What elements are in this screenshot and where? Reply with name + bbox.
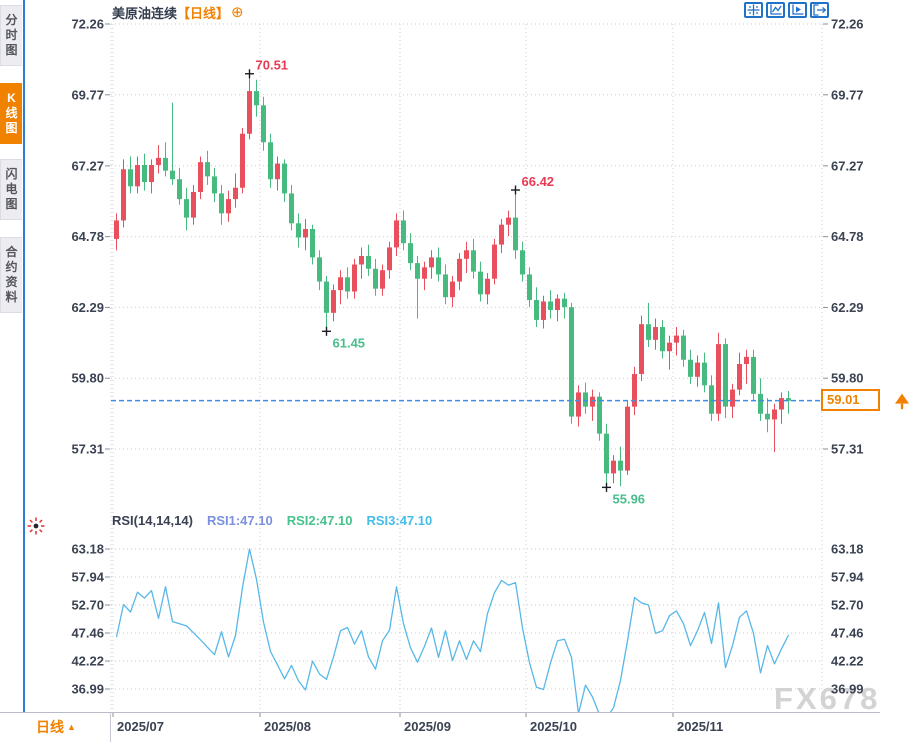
rsi2-value-label: RSI2:47.10 [286, 513, 353, 528]
sidebar-tab-lightning-chart[interactable]: 闪电图 [0, 159, 22, 220]
x-axis-label: 2025/09 [404, 719, 451, 734]
rsi-line [115, 548, 790, 713]
x-axis-label: 2025/07 [117, 719, 164, 734]
price-axis-label: 57.31 [831, 442, 864, 457]
period-selector-text: 日线 [36, 719, 64, 735]
x-axis-label: 2025/08 [264, 719, 311, 734]
sidebar-tab-contract-info[interactable]: 合约资料 [0, 237, 22, 313]
fx678-watermark: FX678 [774, 681, 881, 716]
price-axis-label: 67.27 [831, 158, 864, 173]
rsi-axis-label: 42.22 [71, 654, 104, 669]
period-tag: 【日线】 [177, 6, 230, 21]
rsi-axis-label: 57.94 [71, 570, 104, 585]
x-axis-line [0, 712, 880, 713]
period-box-divider [110, 712, 111, 742]
price-axis-label: 64.78 [71, 229, 104, 244]
rsi-axis-label: 36.99 [831, 682, 864, 697]
candlestick-series [114, 73, 791, 488]
price-axis-label: 67.27 [71, 158, 104, 173]
price-axis-label: 64.78 [831, 229, 864, 244]
indicator-settings-icon[interactable] [26, 516, 46, 541]
rsi3-value-label: RSI3:47.10 [366, 513, 433, 528]
rsi-axis-label: 36.99 [71, 682, 104, 697]
price-annotations: 70.51 61.45 66.42 55.96 [245, 58, 646, 506]
rsi-params-label: RSI(14,14,14) [112, 513, 193, 528]
last-price-badge: 59.01 [821, 389, 880, 411]
annotation-label: 66.42 [522, 174, 555, 189]
rsi-axis-label: 63.18 [831, 542, 864, 557]
chart-scale-icon[interactable] [766, 2, 785, 18]
rsi-axis-label: 47.46 [71, 626, 104, 641]
period-selector[interactable]: 日线 ▲ [36, 717, 76, 737]
rsi-axis-label: 52.70 [71, 598, 104, 613]
price-axis-label: 72.26 [71, 17, 104, 32]
rsi-axis-label: 52.70 [831, 598, 864, 613]
x-axis-label: 2025/11 [677, 719, 723, 734]
price-axis-label: 59.80 [831, 371, 864, 386]
instrument-name: 美原油连续 [112, 6, 178, 21]
period-selector-arrow-icon: ▲ [67, 722, 76, 732]
add-indicator-icon[interactable]: ⊕ [231, 3, 244, 21]
price-axis-label: 72.26 [831, 17, 864, 32]
price-axis-label: 57.31 [71, 442, 104, 457]
annotation-label: 61.45 [333, 335, 366, 350]
chart-title: 美原油连续 【日线】 ⊕ [112, 3, 244, 22]
rsi1-value-label: RSI1:47.10 [206, 513, 273, 528]
gridlines: 72.26 72.26 69.77 69.77 67.27 67.27 64.78 64.78… [71, 17, 864, 735]
exit-view-icon[interactable] [810, 2, 829, 18]
annotation-label: 55.96 [613, 491, 646, 506]
sidebar-tab-time-chart[interactable]: 分时图 [0, 5, 22, 66]
rsi-axis-label: 57.94 [831, 570, 864, 585]
price-axis-label: 62.29 [831, 300, 864, 315]
price-axis-label: 69.77 [71, 87, 104, 102]
chart-playback-icon[interactable] [788, 2, 807, 18]
rsi-axis-label: 63.18 [71, 542, 104, 557]
price-axis-label: 69.77 [831, 87, 864, 102]
price-up-arrow-marker [895, 393, 909, 410]
rsi-indicator-header: RSI(14,14,14) RSI1:47.10 RSI2:47.10 RSI3… [112, 513, 432, 528]
rsi-axis-label: 47.46 [831, 626, 864, 641]
x-axis-label: 2025/10 [530, 719, 577, 734]
chart-toolbar [744, 2, 829, 18]
annotation-label: 70.51 [256, 58, 289, 73]
rsi-axis-label: 42.22 [831, 654, 864, 669]
price-axis-label: 62.29 [71, 300, 104, 315]
price-axis-label: 59.80 [71, 371, 104, 386]
pan-crosshair-icon[interactable] [744, 2, 763, 18]
